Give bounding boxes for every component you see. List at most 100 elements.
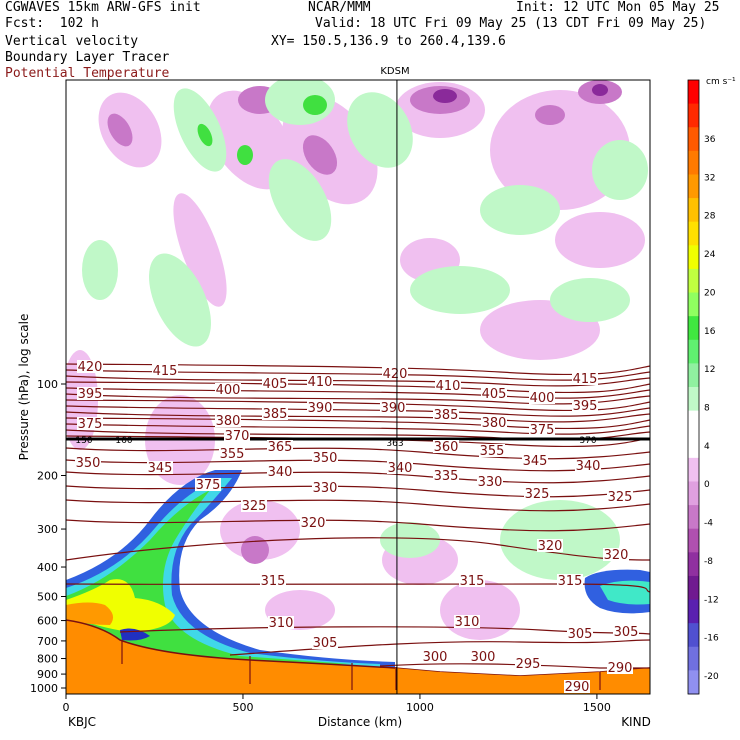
theta-contour <box>66 519 650 532</box>
theta-contour <box>66 499 650 512</box>
colorbar-swatch <box>688 410 699 435</box>
colorbar-label: -12 <box>704 595 719 605</box>
theta-label-bg <box>603 548 629 561</box>
theta-label-bg <box>307 401 333 414</box>
theta-label: 365 <box>268 440 293 455</box>
theta-label-bg <box>433 440 459 453</box>
theta-label-bg <box>575 459 601 472</box>
theta-contour <box>66 363 650 376</box>
colorbar-label: 32 <box>704 173 715 183</box>
colorbar-swatch <box>688 646 699 671</box>
theta-label-bg <box>380 401 406 414</box>
y-tick-label: 300 <box>37 523 58 536</box>
theta-label-bg <box>422 650 448 663</box>
theta-label: 380 <box>482 416 507 431</box>
plot-frame <box>65 79 651 695</box>
theta-label-bg <box>77 360 103 373</box>
theta-label-bg <box>537 539 563 552</box>
theta-label: 395 <box>78 387 103 402</box>
colorbar-swatch <box>688 221 699 246</box>
field-vertical-velocity: Vertical velocity <box>5 34 139 49</box>
theta-label-bg <box>152 364 178 377</box>
theta-label-bg <box>433 469 459 482</box>
theta-contour <box>66 399 650 412</box>
colorbar-swatch <box>688 599 699 624</box>
theta-label: 345 <box>148 461 173 476</box>
theta-contour <box>66 429 650 441</box>
colorbar-label: 24 <box>704 250 716 260</box>
colorbar-label: 36 <box>704 135 716 145</box>
theta-label: 315 <box>558 574 583 589</box>
x-axis-label: Distance (km) <box>318 715 402 729</box>
y-tick-label: 600 <box>37 615 58 628</box>
theta-label-bg <box>312 636 338 649</box>
colorbar-swatch <box>688 316 699 341</box>
colorbar-label: 20 <box>704 288 716 298</box>
init-time: Init: 12 UTC Mon 05 May 25 <box>516 0 720 15</box>
theta-label: 380 <box>216 414 241 429</box>
theta-label: 340 <box>576 459 601 474</box>
theta-label-bg <box>195 478 221 491</box>
theta-contour <box>379 663 650 669</box>
theta-label: 385 <box>434 408 459 423</box>
organization: NCAR/MMM <box>308 0 371 15</box>
theta-label-bg <box>224 429 250 442</box>
y-tick-label: 500 <box>37 590 58 603</box>
theta-contour <box>229 639 650 656</box>
colorbar-swatch <box>688 292 699 317</box>
theta-label-bg <box>470 650 496 663</box>
theta-label: 305 <box>313 636 338 651</box>
theta-label-bg <box>459 574 485 587</box>
theta-label-bg <box>572 399 598 412</box>
theta-label: 330 <box>313 481 338 496</box>
colorbar-swatch <box>688 150 699 175</box>
colorbar-swatch <box>688 268 699 294</box>
theta-label-bg <box>382 367 408 380</box>
colorbar-swatch <box>688 387 699 412</box>
colorbar-swatch <box>688 552 699 577</box>
theta-label-bg <box>529 423 555 436</box>
theta-label: 320 <box>301 516 326 531</box>
station-label-mid: KDSM <box>380 66 409 77</box>
y-tick-label: 200 <box>37 470 58 483</box>
cross-section-coords: XY= 150.5,136.9 to 260.4,139.6 <box>271 34 506 49</box>
theta-label: 385 <box>263 407 288 422</box>
theta-label: 375 <box>196 478 221 493</box>
theta-label-bg <box>77 417 103 430</box>
colorbar-swatch <box>688 528 699 553</box>
colorbar-swatch <box>688 174 699 199</box>
theta-label: 395 <box>573 399 598 414</box>
theta-label: 330 <box>478 475 503 490</box>
theta-label: 300 <box>423 650 448 665</box>
theta-label: 355 <box>220 447 245 462</box>
theta-label: 310 <box>455 615 480 630</box>
theta-label: 310 <box>269 616 294 631</box>
x-tick-label: 0 <box>63 701 70 714</box>
station-label-right: KIND <box>621 715 651 729</box>
theta-label-bg <box>262 407 288 420</box>
theta-label: 420 <box>383 367 408 382</box>
theta-contour <box>66 583 650 593</box>
colorbar-label: 28 <box>704 212 716 222</box>
theta-label: 340 <box>268 465 293 480</box>
theta-label: 360 <box>434 440 459 455</box>
y-tick-label: 800 <box>37 653 58 666</box>
theta-label-bg <box>607 490 633 503</box>
theta-label-bg <box>215 383 241 396</box>
level-mark: 370 <box>579 436 596 446</box>
theta-label: 410 <box>436 379 461 394</box>
theta-label-bg <box>564 680 590 693</box>
theta-label: 375 <box>78 417 103 432</box>
x-tick-label: 1000 <box>406 701 434 714</box>
colorbar-label: -16 <box>704 634 719 644</box>
theta-label-bg <box>567 627 593 640</box>
theta-label-bg <box>307 375 333 388</box>
theta-label-bg <box>312 451 338 464</box>
model-title: CGWAVES 15km ARW-GFS init <box>5 0 201 15</box>
theta-label: 420 <box>78 360 103 375</box>
colorbar-label: 12 <box>704 365 715 375</box>
theta-label-bg <box>267 465 293 478</box>
theta-contour <box>66 387 650 399</box>
theta-label: 415 <box>153 364 178 379</box>
